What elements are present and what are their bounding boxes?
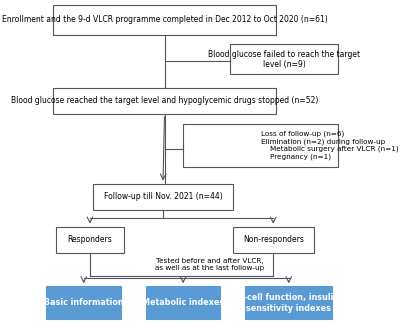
Text: Non-responders: Non-responders: [243, 235, 304, 244]
FancyBboxPatch shape: [230, 44, 338, 74]
Text: Tested before and after VLCR,
as well as at the last follow-up: Tested before and after VLCR, as well as…: [155, 258, 264, 271]
Text: Follow-up till Nov. 2021 (n=44): Follow-up till Nov. 2021 (n=44): [104, 192, 222, 201]
FancyBboxPatch shape: [53, 5, 276, 34]
Text: Blood glucose failed to reach the target
level (n=9): Blood glucose failed to reach the target…: [208, 50, 360, 69]
Text: Blood glucose reached the target level and hypoglycemic drugs stopped (n=52): Blood glucose reached the target level a…: [11, 96, 318, 105]
Text: Responders: Responders: [68, 235, 112, 244]
Text: Basic information: Basic information: [44, 298, 124, 307]
FancyBboxPatch shape: [233, 227, 314, 253]
Text: Loss of follow-up (n=6)
Elimination (n=2) during follow-up
    Metabolic surgery: Loss of follow-up (n=6) Elimination (n=2…: [261, 131, 398, 160]
FancyBboxPatch shape: [56, 227, 124, 253]
Text: β-cell function, insulin
sensitivity indexes: β-cell function, insulin sensitivity ind…: [238, 293, 339, 313]
Text: Enrollment and the 9-d VLCR programme completed in Dec 2012 to Oct 2020 (n=61): Enrollment and the 9-d VLCR programme co…: [2, 15, 327, 24]
FancyBboxPatch shape: [53, 88, 276, 114]
Text: Metabolic indexes: Metabolic indexes: [142, 298, 224, 307]
FancyBboxPatch shape: [183, 124, 338, 167]
FancyBboxPatch shape: [245, 286, 332, 319]
FancyBboxPatch shape: [146, 286, 220, 319]
FancyBboxPatch shape: [93, 184, 233, 210]
FancyBboxPatch shape: [46, 286, 121, 319]
